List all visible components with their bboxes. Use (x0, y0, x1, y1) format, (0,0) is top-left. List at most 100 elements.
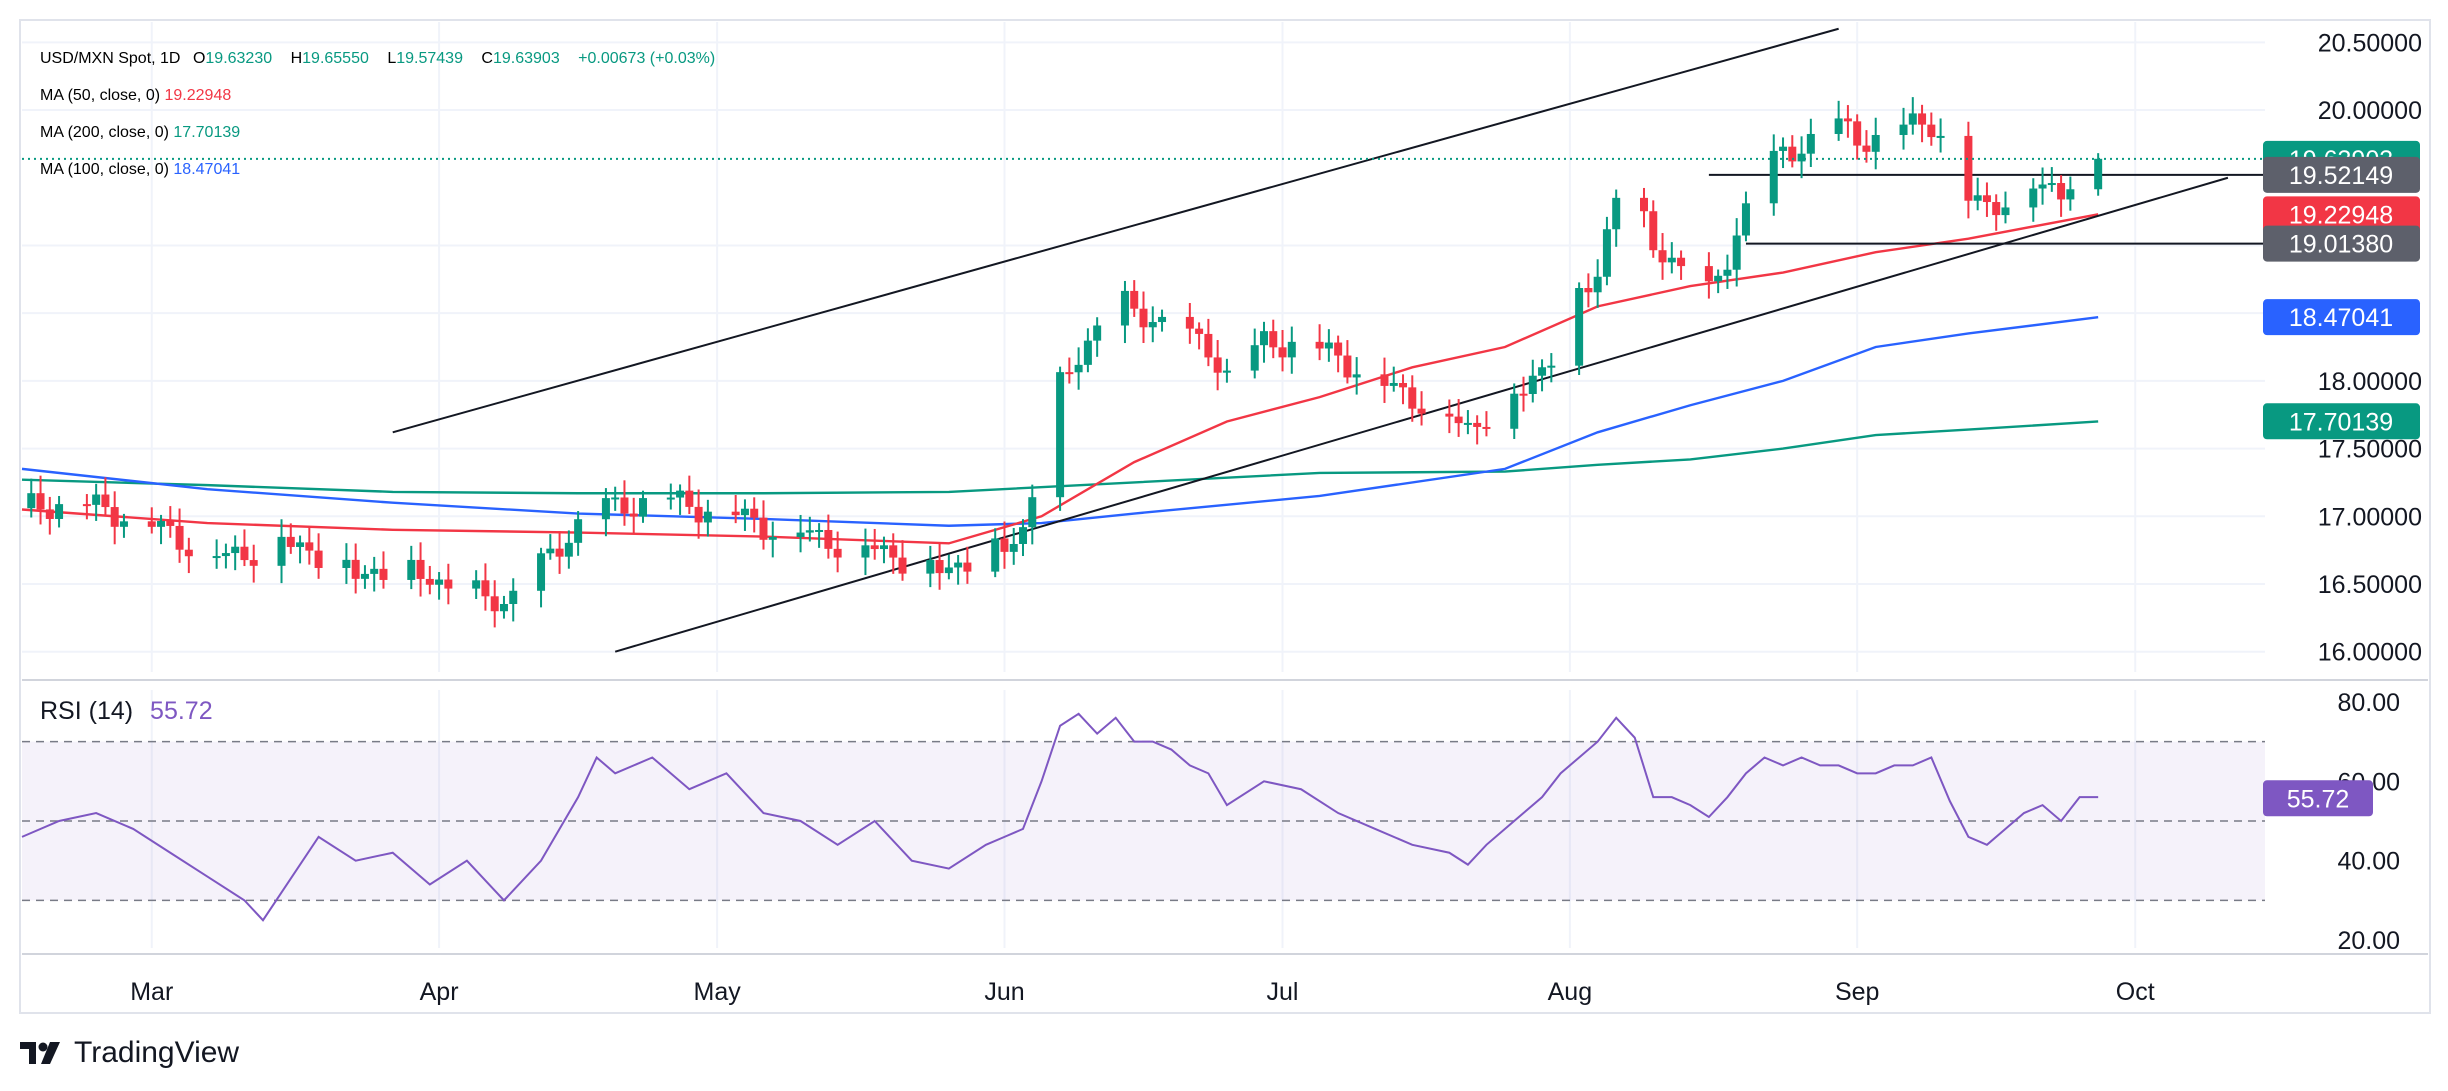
candle-body (1769, 150, 1778, 204)
candle-body (1185, 316, 1194, 329)
candle-body (407, 559, 416, 580)
candle-body (1908, 113, 1917, 125)
low-value: 19.57439 (396, 50, 463, 67)
candle-body (101, 494, 110, 508)
candle-body (601, 498, 610, 520)
candle-body (435, 579, 444, 585)
candle-body (1593, 276, 1602, 293)
candle-body (1408, 387, 1417, 409)
price-pane (22, 22, 2265, 672)
candle-body (379, 568, 388, 580)
ma200-legend[interactable]: MA (200, close, 0) 17.70139 (40, 114, 715, 151)
candle-body (231, 546, 240, 554)
symbol-label[interactable]: USD/MXN Spot, 1D (40, 50, 181, 67)
candle-body (824, 529, 833, 549)
high-value: 19.65550 (302, 50, 369, 67)
ma50-line (21, 213, 2099, 545)
candle-body (676, 490, 685, 498)
candle-body (1658, 250, 1667, 263)
candle-body (166, 521, 175, 526)
candle-body (1213, 357, 1222, 373)
candle-body (36, 493, 45, 510)
candle-body (703, 511, 712, 523)
candle-body (1065, 372, 1074, 375)
ma100-legend[interactable]: MA (100, close, 0) 18.47041 (40, 151, 715, 188)
chart-border (19, 19, 2431, 1014)
candle-body (1343, 355, 1352, 378)
candle-body (490, 596, 499, 612)
price-label-bg (2263, 225, 2420, 262)
candle-body (1575, 288, 1584, 366)
candle-body (1843, 118, 1852, 122)
ma50-legend[interactable]: MA (50, close, 0) 19.22948 (40, 77, 715, 114)
candle-body (1352, 374, 1361, 378)
ma200-value: 17.70139 (173, 124, 241, 141)
candle-body (1936, 135, 1945, 138)
candle-body (1380, 374, 1389, 386)
x-tick-aug: Aug (1548, 978, 1592, 1006)
y-tick-label: 16.00000 (2318, 639, 2422, 667)
rsi-tick-label: 80.00 (2337, 689, 2400, 717)
candle-body (1259, 331, 1268, 346)
ma200-line (21, 420, 2099, 495)
candle-body (296, 542, 305, 547)
candle-body (1463, 422, 1472, 425)
candle-body (564, 542, 573, 557)
candle-body (314, 550, 323, 568)
price-label-bg (2263, 299, 2420, 336)
tradingview-logo[interactable]: TradingView (20, 1036, 239, 1070)
candle-body (991, 538, 1000, 572)
low-label: L (387, 50, 397, 67)
candle-body (370, 568, 379, 574)
candle-body (1584, 288, 1593, 293)
candle-body (1547, 365, 1556, 368)
candle-body (1158, 316, 1167, 323)
candle-body (119, 521, 128, 527)
candle-body (1927, 124, 1936, 138)
price-label-text: 17.70139 (2289, 408, 2393, 436)
candle-body (2029, 188, 2038, 208)
y-tick-label: 16.50000 (2318, 571, 2422, 599)
candle-body (954, 562, 963, 568)
candle-body (1806, 133, 1815, 154)
candle-body (740, 508, 749, 516)
open-value: 19.63230 (205, 50, 273, 67)
candle-body (55, 504, 64, 519)
candle-body (1723, 269, 1732, 276)
y-tick-label: 20.50000 (2318, 29, 2422, 57)
y-tick-label: 17.00000 (2318, 503, 2422, 531)
candle-body (1074, 364, 1083, 373)
candle-body (1853, 121, 1862, 146)
candle-body (1120, 290, 1129, 326)
candle-body (1510, 393, 1519, 429)
candle-body (555, 548, 564, 557)
candle-body (1083, 340, 1092, 365)
candle-body (694, 506, 703, 523)
candle-body (1287, 341, 1296, 358)
price-label-text: 18.47041 (2289, 304, 2393, 332)
candle-body (1009, 543, 1018, 552)
close-label: C (481, 50, 493, 67)
rsi-legend[interactable]: RSI (14) 55.72 (40, 697, 217, 726)
price-label-5: 18.47041 (2263, 299, 2420, 336)
candle-body (425, 578, 434, 585)
candle-body (750, 508, 759, 518)
candle-body (1315, 341, 1324, 349)
candle-body (175, 525, 184, 550)
candle-body (1269, 331, 1278, 348)
candle-body (1612, 197, 1621, 230)
x-tick-sep: Sep (1835, 978, 1879, 1006)
candle-body (1250, 345, 1259, 371)
candle-body (1779, 146, 1788, 151)
candle-body (620, 497, 629, 514)
candle-body (666, 497, 675, 500)
candle-body (879, 545, 888, 550)
candle-body (1482, 426, 1491, 429)
candle-body (1130, 290, 1139, 309)
candle-body (574, 519, 583, 543)
price-label-text: 19.22948 (2289, 201, 2393, 229)
candle-body (82, 504, 91, 507)
candle-body (2066, 189, 2075, 200)
candle-body (1732, 235, 1741, 270)
